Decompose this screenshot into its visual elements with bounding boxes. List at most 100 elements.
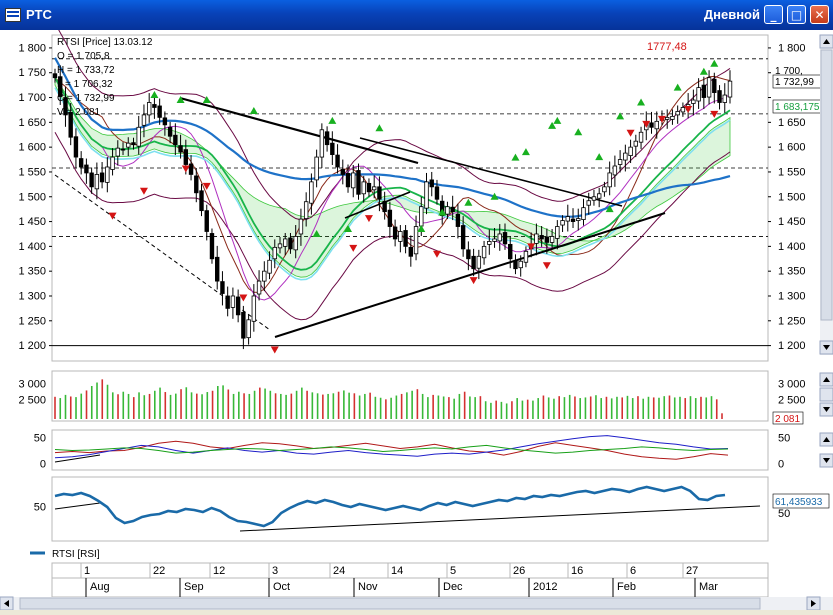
price-tick-label: 1 700	[18, 92, 46, 104]
candle-body	[534, 233, 539, 244]
header-low: L = 1 706,32	[57, 79, 113, 90]
candle-body	[235, 296, 241, 316]
sell-signal-arrow	[642, 120, 651, 128]
candle-body	[382, 200, 387, 213]
price-candles	[52, 65, 733, 350]
oscillator-tick-label: 0	[778, 458, 784, 470]
window-title: РТС	[26, 7, 52, 22]
price-tick-label: 1 650	[778, 117, 806, 129]
candle-body	[612, 165, 618, 176]
price-tick-label: 1 200	[778, 340, 806, 352]
sell-signal-arrow	[684, 105, 693, 113]
green-moving-average	[54, 77, 731, 271]
candle-body	[481, 245, 487, 259]
buy-signal-arrow	[464, 198, 473, 206]
price-scroll-thumb[interactable]	[820, 49, 833, 321]
candle-body	[377, 186, 382, 200]
sell-signal-arrow	[626, 129, 635, 137]
price-tick-label: 1 550	[18, 166, 46, 178]
candle-body	[340, 169, 345, 175]
month-label: Aug	[90, 581, 110, 593]
candle-body	[602, 186, 607, 193]
candle-body	[225, 295, 230, 309]
oscillator-axis-right: 0 50	[778, 433, 790, 471]
rsi-trendline-left	[54, 502, 101, 510]
candle-body	[513, 260, 518, 270]
candle-body	[256, 280, 262, 295]
volume-bars	[54, 379, 723, 419]
reference-lines	[52, 58, 768, 347]
oscillator-scrollbar[interactable]	[819, 432, 833, 468]
rsi-axis-left: 50	[34, 502, 46, 514]
minimize-button[interactable]: _	[764, 5, 783, 24]
rsi-series	[54, 485, 726, 528]
oscillator-tick-label: 50	[778, 433, 790, 445]
candle-body	[267, 259, 272, 274]
buy-signal-arrow	[375, 124, 384, 132]
day-label: 1	[84, 565, 90, 577]
candle-body	[283, 238, 288, 247]
buy-signal-arrow	[574, 128, 583, 136]
candle-body	[492, 238, 497, 242]
window-icon[interactable]	[5, 8, 21, 22]
sell-signal-arrow	[657, 115, 666, 123]
month-label: Mar	[699, 581, 718, 593]
candle-body	[727, 80, 733, 98]
buy-signal-arrow	[595, 153, 604, 161]
buy-signal-arrow	[548, 121, 557, 129]
candle-body	[345, 173, 351, 188]
month-label: Dec	[443, 581, 463, 593]
sell-signal-arrow	[432, 250, 441, 258]
day-label: 12	[213, 565, 225, 577]
sell-signal-arrow	[202, 182, 211, 190]
buy-signal-arrow	[710, 59, 719, 67]
candle-body	[330, 142, 335, 155]
buy-signal-arrow	[490, 192, 499, 200]
chart-client-area: 1 200 1 250 1 300 1 350 1 400 1 450 1 500 1 550…	[0, 22, 833, 611]
horizontal-scrollbar[interactable]	[0, 596, 833, 611]
candle-body	[633, 140, 639, 147]
rsi-line	[54, 485, 726, 528]
rsi-trendline-support	[239, 505, 761, 532]
price-scrollbar[interactable]	[819, 34, 833, 355]
maximize-button[interactable]: □	[787, 5, 806, 24]
candle-body	[413, 226, 419, 255]
candle-body	[194, 175, 199, 194]
candle-body	[173, 134, 178, 146]
header-symbol: RTSI [Price] 13.03.12	[57, 37, 153, 48]
candle-body	[68, 112, 73, 138]
price-tick-label: 1 800	[778, 42, 806, 54]
day-label: 5	[450, 565, 456, 577]
candle-body	[199, 190, 204, 212]
candle-body	[670, 115, 675, 120]
volume-scrollbar[interactable]	[819, 372, 833, 417]
scroll-right-icon	[811, 600, 816, 607]
title-bar[interactable]: РТС Дневной _ □ ✕	[0, 0, 833, 30]
price-tick-label: 1 500	[18, 191, 46, 203]
hscroll-thumb[interactable]	[19, 597, 761, 610]
candle-body	[502, 232, 508, 245]
day-label: 14	[391, 565, 403, 577]
candle-body	[162, 117, 168, 126]
rsi-value-label: 61,435933	[775, 497, 823, 508]
candle-body	[152, 104, 157, 108]
candle-body	[272, 246, 277, 260]
candle-body	[717, 90, 722, 103]
volume-scroll-mid[interactable]	[819, 387, 833, 402]
candle-body	[560, 220, 565, 226]
price-tick-label: 1 500	[778, 191, 806, 203]
candle-body	[335, 154, 340, 168]
sell-signal-arrow	[710, 110, 719, 118]
oscillator-lines	[54, 435, 729, 460]
candle-body	[586, 200, 591, 206]
scroll-up-icon	[823, 377, 830, 382]
sell-signal-arrow	[469, 277, 478, 285]
partial-value-label: 1 700,	[775, 66, 803, 77]
candle-body	[84, 164, 89, 174]
buy-signal-arrow	[605, 205, 614, 213]
candle-body	[293, 236, 298, 251]
close-button[interactable]: ✕	[810, 5, 829, 24]
candle-body	[63, 97, 68, 116]
sell-signal-arrow	[349, 244, 358, 252]
candle-body	[628, 146, 633, 156]
